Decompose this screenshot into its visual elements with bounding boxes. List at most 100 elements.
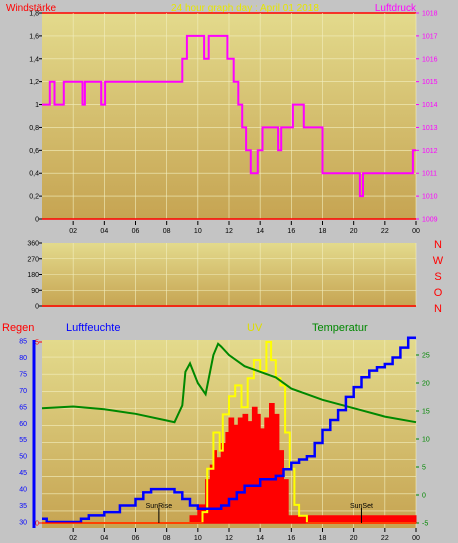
x-tick-label: 10 <box>194 228 202 235</box>
humidity-y-tick-label: 40 <box>19 487 27 494</box>
humidity-y-tick-label: 60 <box>19 421 27 428</box>
x-tick-label: 16 <box>287 535 295 542</box>
humidity-y-tick-label: 35 <box>19 503 27 510</box>
wind-direction-y-tick-label: 0 <box>35 304 39 311</box>
x-tick-label: 20 <box>350 535 358 542</box>
pressure-y-tick-label: 1011 <box>422 171 437 178</box>
humidity-y-tick-label: 50 <box>19 454 27 461</box>
wind-y-tick-label: 1,4 <box>29 56 39 63</box>
wind-direction-y-tick-label: 270 <box>27 256 39 263</box>
x-tick-label: 14 <box>256 535 264 542</box>
pressure-y-tick-label: 1017 <box>422 33 438 40</box>
x-tick-label: 12 <box>225 535 233 542</box>
x-tick-label: 14 <box>256 228 264 235</box>
temperature-y-tick-label: 15 <box>422 409 430 416</box>
x-tick-label: 22 <box>381 535 389 542</box>
wind-y-tick-label: 0,4 <box>29 171 39 178</box>
temperature-y-tick-label: 0 <box>422 493 426 500</box>
compass-label: N <box>434 239 442 251</box>
legend-temperature: Temperatur <box>312 322 368 334</box>
humidity-y-tick-label: 70 <box>19 388 27 395</box>
x-tick-label: 08 <box>163 535 171 542</box>
legend-humidity: Luftfeuchte <box>66 322 120 334</box>
temperature-y-tick-label: -5 <box>422 521 428 528</box>
x-tick-label: 02 <box>69 228 77 235</box>
x-tick-label: 18 <box>319 535 327 542</box>
sun-marker-label: SunRise <box>146 503 173 510</box>
x-tick-label: 18 <box>319 228 327 235</box>
temperature-y-tick-label: 20 <box>422 381 430 388</box>
x-tick-label: 02 <box>69 535 77 542</box>
wind-direction-y-tick-label: 180 <box>27 272 39 279</box>
temperature-series-line <box>41 342 417 424</box>
wind-direction-y-tick-label: 360 <box>27 241 39 248</box>
wind-y-tick-label: 0,2 <box>29 194 39 201</box>
humidity-y-tick-label: 30 <box>19 520 27 527</box>
pressure-y-tick-label: 1009 <box>422 217 438 224</box>
temperature-y-tick-label: 5 <box>422 465 426 472</box>
pressure-y-tick-label: 1016 <box>422 56 438 63</box>
pressure-y-tick-label: 1012 <box>422 148 438 155</box>
chart-title: 24 hour graph day : April 01 2018 <box>171 3 319 14</box>
compass-label: S <box>434 271 441 283</box>
humidity-series-line <box>42 336 416 524</box>
x-tick-label: 10 <box>194 535 202 542</box>
pressure-y-tick-label: 1015 <box>422 79 438 86</box>
pressure-y-tick-label: 1010 <box>422 194 438 201</box>
rain-y-tick-label: 0 <box>35 521 39 528</box>
wind-y-tick-label: 1,6 <box>29 33 39 40</box>
temperature-y-axis: -5 0 5 10 15 20 25 <box>416 353 430 528</box>
sun-annotations: SunRise SunSet <box>146 503 373 523</box>
legend-rain: Regen <box>2 322 34 334</box>
compass-label: O <box>434 287 443 299</box>
rain-y-tick-label: 5 <box>35 340 39 347</box>
wind-y-tick-label: 0,8 <box>29 125 39 132</box>
pressure-y-tick-label: 1013 <box>422 125 438 132</box>
pressure-series-line <box>42 34 416 198</box>
humidity-y-axis: 30 35 40 45 50 55 60 65 70 75 80 85 <box>19 339 27 527</box>
wind-direction-y-tick-label: 90 <box>31 288 39 295</box>
x-tick-label: 20 <box>350 228 358 235</box>
compass-label: N <box>434 303 442 315</box>
x-tick-label: 00 <box>412 535 420 542</box>
x-tick-label: 06 <box>132 535 140 542</box>
x-tick-label: 04 <box>100 535 108 542</box>
legend-uv: UV <box>247 322 263 334</box>
wind-y-tick-label: 0 <box>35 217 39 224</box>
temperature-y-tick-label: 25 <box>422 353 430 360</box>
humidity-y-tick-label: 85 <box>19 339 27 346</box>
x-tick-label: 06 <box>132 228 140 235</box>
x-tick-label: 12 <box>225 228 233 235</box>
climate-x-axis: 02 04 06 08 10 12 14 16 18 20 22 00 <box>69 528 420 542</box>
rain-y-axis: 05 <box>35 340 42 528</box>
wind-y-tick-label: 1,2 <box>29 79 39 86</box>
pressure-y-axis: 1009 1010 1011 1012 1013 1014 1015 1016 1017 1018 <box>416 11 438 224</box>
wind-y-tick-label: 0,6 <box>29 148 39 155</box>
humidity-y-tick-label: 65 <box>19 404 27 411</box>
pressure-y-tick-label: 1018 <box>422 11 438 18</box>
x-tick-label: 00 <box>412 228 420 235</box>
wind-y-axis: 0 0,2 0,4 0,6 0,8 1 1,2 1,4 1,6 1,8 <box>29 11 42 224</box>
humidity-y-tick-label: 75 <box>19 371 27 378</box>
wind-axis-title: Windstärke <box>6 3 56 14</box>
compass-label: W <box>433 255 444 267</box>
wind-direction-y-axis: 0 90 180 270 360 <box>27 241 42 311</box>
wind-y-tick-label: 1 <box>35 102 39 109</box>
pressure-y-tick-label: 1014 <box>422 102 438 109</box>
x-tick-label: 04 <box>100 228 108 235</box>
sun-marker-label: SunSet <box>350 503 373 510</box>
humidity-y-tick-label: 80 <box>19 355 27 362</box>
x-tick-label: 16 <box>287 228 295 235</box>
x-tick-label: 08 <box>163 228 171 235</box>
wind-direction-grid <box>42 243 417 306</box>
wind-pressure-x-axis: 02 04 06 08 10 12 14 16 18 20 22 00 <box>69 221 420 235</box>
temperature-y-tick-label: 10 <box>422 437 430 444</box>
wind-y-tick-label: 1,8 <box>29 11 39 18</box>
humidity-y-tick-label: 45 <box>19 470 27 477</box>
rain-series-area <box>42 403 417 524</box>
wind-pressure-grid <box>42 13 417 219</box>
humidity-y-tick-label: 55 <box>19 437 27 444</box>
x-tick-label: 22 <box>381 228 389 235</box>
